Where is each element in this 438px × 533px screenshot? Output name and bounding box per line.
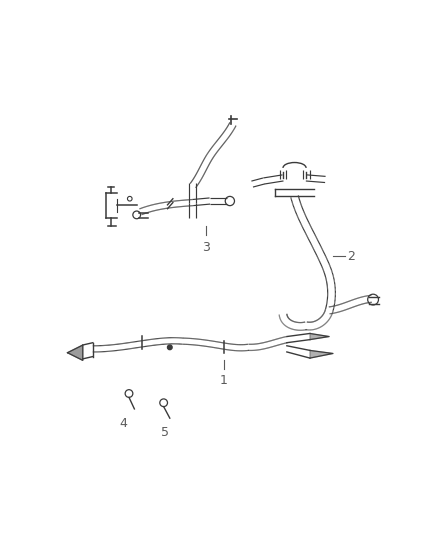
Text: 4: 4 (120, 417, 127, 430)
Text: 1: 1 (220, 374, 228, 386)
Text: 2: 2 (347, 250, 355, 263)
Text: 5: 5 (161, 426, 169, 439)
Polygon shape (310, 334, 329, 340)
Polygon shape (67, 345, 83, 360)
Polygon shape (310, 350, 333, 358)
Text: 3: 3 (202, 241, 210, 254)
Circle shape (167, 345, 172, 350)
